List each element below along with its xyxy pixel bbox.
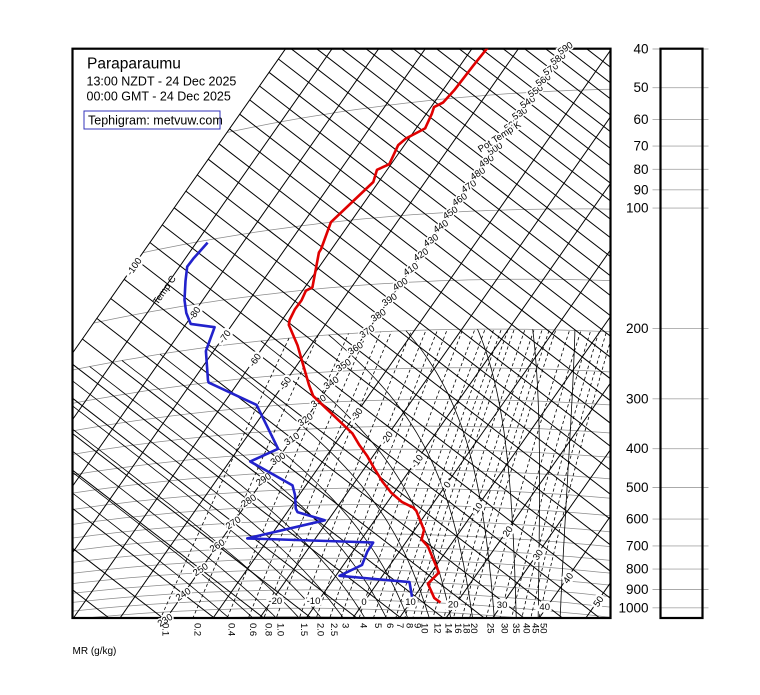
svg-text:0.8: 0.8 xyxy=(262,623,273,636)
svg-text:3: 3 xyxy=(339,623,350,628)
svg-text:1.0: 1.0 xyxy=(275,623,286,636)
svg-text:20: 20 xyxy=(468,623,479,634)
svg-text:30: 30 xyxy=(498,623,509,634)
svg-text:800: 800 xyxy=(626,562,649,577)
svg-text:40: 40 xyxy=(520,623,531,634)
svg-text:2.5: 2.5 xyxy=(328,623,339,636)
svg-text:-10: -10 xyxy=(307,596,321,607)
svg-text:9: 9 xyxy=(411,623,422,628)
svg-text:5: 5 xyxy=(372,623,383,628)
svg-text:900: 900 xyxy=(626,582,649,597)
svg-text:10: 10 xyxy=(405,597,416,608)
svg-text:300: 300 xyxy=(626,391,649,406)
svg-text:8: 8 xyxy=(403,623,414,628)
svg-text:13:00 NZDT - 24 Dec 2025: 13:00 NZDT - 24 Dec 2025 xyxy=(87,75,237,89)
svg-text:40: 40 xyxy=(539,602,550,613)
svg-text:40: 40 xyxy=(633,42,648,57)
svg-text:40: 40 xyxy=(561,571,576,586)
svg-text:Paraparaumu: Paraparaumu xyxy=(87,56,181,73)
svg-text:0.4: 0.4 xyxy=(226,623,237,636)
svg-text:200: 200 xyxy=(626,321,649,336)
svg-text:30: 30 xyxy=(531,548,546,563)
svg-text:10: 10 xyxy=(405,597,416,608)
svg-text:0: 0 xyxy=(361,597,366,608)
svg-text:35: 35 xyxy=(510,623,521,634)
svg-text:-20: -20 xyxy=(268,596,282,607)
svg-text:600: 600 xyxy=(626,512,649,527)
svg-text:50: 50 xyxy=(538,623,549,634)
svg-text:0.6: 0.6 xyxy=(247,623,258,636)
svg-text:20: 20 xyxy=(501,524,516,539)
svg-text:700: 700 xyxy=(626,538,649,553)
svg-text:MR (g/kg): MR (g/kg) xyxy=(73,646,117,657)
svg-text:Tephigram: metvuw.com: Tephigram: metvuw.com xyxy=(88,114,223,128)
svg-text:0: 0 xyxy=(442,480,454,491)
svg-text:40: 40 xyxy=(539,602,550,613)
svg-text:20: 20 xyxy=(448,599,459,610)
svg-text:20: 20 xyxy=(448,599,459,610)
svg-text:45: 45 xyxy=(529,623,540,634)
svg-text:50: 50 xyxy=(591,594,606,609)
svg-text:30: 30 xyxy=(497,600,508,611)
svg-text:18: 18 xyxy=(461,623,472,634)
svg-text:10: 10 xyxy=(419,623,430,634)
svg-text:90: 90 xyxy=(633,182,648,197)
svg-text:-20: -20 xyxy=(268,596,282,607)
svg-text:400: 400 xyxy=(626,441,649,456)
svg-text:12: 12 xyxy=(431,623,442,634)
svg-text:-10: -10 xyxy=(307,596,321,607)
svg-text:4: 4 xyxy=(358,623,369,628)
svg-text:1.5: 1.5 xyxy=(298,623,309,636)
svg-text:50: 50 xyxy=(633,80,648,95)
svg-text:0.2: 0.2 xyxy=(191,623,202,636)
svg-text:6: 6 xyxy=(384,623,395,628)
svg-text:80: 80 xyxy=(633,162,648,177)
svg-text:60: 60 xyxy=(633,112,648,127)
svg-text:1000: 1000 xyxy=(618,600,648,615)
svg-text:70: 70 xyxy=(633,139,648,154)
svg-text:25: 25 xyxy=(485,623,496,634)
svg-text:7: 7 xyxy=(394,623,405,628)
svg-text:100: 100 xyxy=(626,201,649,216)
svg-text:14: 14 xyxy=(442,623,453,634)
svg-text:0: 0 xyxy=(361,597,366,608)
svg-text:500: 500 xyxy=(626,480,649,495)
svg-text:10: 10 xyxy=(470,501,485,516)
svg-text:30: 30 xyxy=(497,600,508,611)
svg-text:2.0: 2.0 xyxy=(315,623,326,636)
svg-text:00:00 GMT - 24 Dec 2025: 00:00 GMT - 24 Dec 2025 xyxy=(87,90,231,104)
svg-text:16: 16 xyxy=(452,623,463,634)
svg-text:0.1: 0.1 xyxy=(159,623,170,636)
